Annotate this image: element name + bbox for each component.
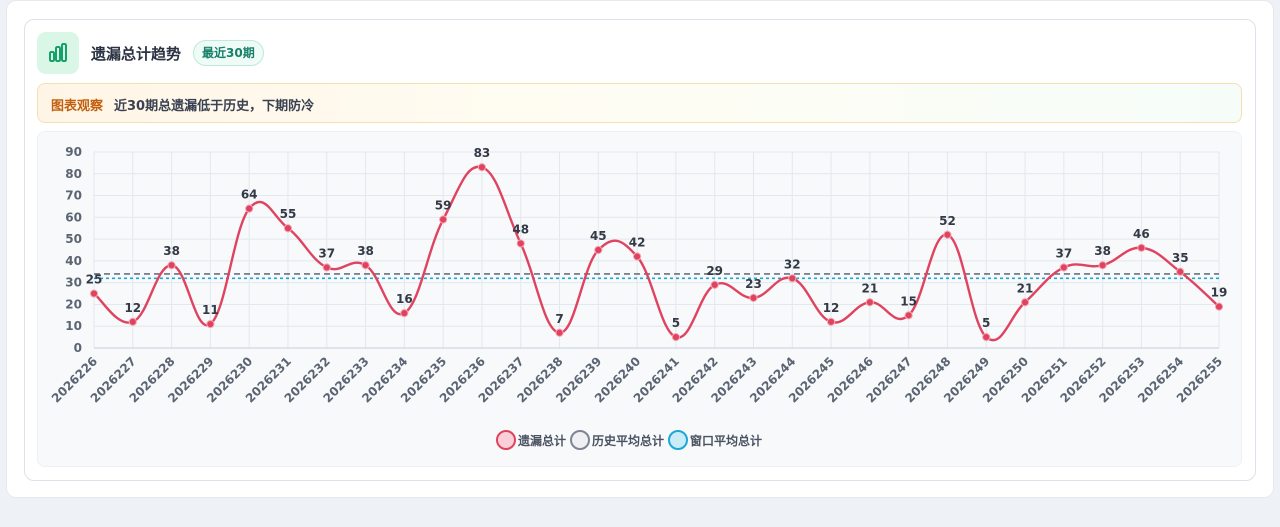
data-point bbox=[594, 245, 603, 255]
data-point bbox=[516, 239, 525, 248]
data-point bbox=[361, 261, 370, 270]
data-point bbox=[322, 263, 331, 272]
data-point bbox=[477, 163, 487, 172]
y-tick-label: 0 bbox=[74, 341, 82, 355]
data-label: 5 bbox=[672, 316, 680, 330]
data-point bbox=[555, 328, 564, 337]
data-label: 15 bbox=[900, 294, 917, 308]
legend-swatch bbox=[496, 430, 516, 450]
data-point bbox=[1020, 298, 1030, 307]
data-point bbox=[710, 280, 719, 289]
data-point bbox=[904, 311, 913, 320]
data-point bbox=[128, 317, 137, 326]
data-point bbox=[671, 333, 680, 342]
data-label: 46 bbox=[1133, 227, 1150, 241]
data-label: 7 bbox=[555, 312, 563, 326]
data-label: 16 bbox=[396, 292, 413, 306]
data-point bbox=[749, 293, 758, 303]
data-point bbox=[633, 252, 642, 261]
y-tick-label: 80 bbox=[65, 167, 82, 181]
data-label: 19 bbox=[1211, 286, 1228, 300]
legend-label: 窗口平均总计 bbox=[690, 433, 763, 448]
data-point bbox=[1137, 243, 1146, 252]
y-tick-label: 10 bbox=[65, 319, 82, 333]
data-label: 48 bbox=[512, 222, 529, 236]
observation-label: 图表观察 bbox=[51, 99, 104, 114]
data-point bbox=[1098, 261, 1107, 270]
data-label: 5 bbox=[982, 316, 990, 330]
data-label: 21 bbox=[862, 281, 879, 295]
data-label: 25 bbox=[86, 273, 103, 287]
data-label: 35 bbox=[1172, 251, 1189, 265]
data-point bbox=[788, 274, 797, 283]
y-tick-label: 20 bbox=[65, 297, 82, 311]
data-label: 23 bbox=[745, 277, 762, 291]
data-label: 55 bbox=[280, 207, 297, 221]
legend-swatch bbox=[570, 430, 591, 450]
data-label: 38 bbox=[163, 244, 180, 258]
data-label: 38 bbox=[1094, 244, 1111, 258]
legend-item[interactable]: 窗口平均总计 bbox=[668, 430, 762, 450]
data-label: 59 bbox=[435, 199, 452, 213]
chart-title: 遗漏总计趋势 bbox=[91, 45, 182, 63]
data-label: 12 bbox=[124, 301, 141, 315]
data-label: 52 bbox=[939, 214, 956, 228]
data-point bbox=[826, 317, 836, 326]
legend-label: 历史平均总计 bbox=[592, 433, 665, 448]
data-label: 29 bbox=[706, 264, 723, 278]
data-point bbox=[943, 230, 952, 239]
data-point bbox=[89, 289, 99, 298]
data-point bbox=[865, 298, 874, 307]
period-badge: 最近30期 bbox=[193, 40, 264, 66]
data-point bbox=[167, 261, 176, 270]
chart-legend: 遗漏总计 历史平均总计 窗口平均总计 bbox=[496, 428, 766, 452]
data-point bbox=[439, 215, 448, 224]
data-label: 64 bbox=[241, 188, 258, 202]
data-label: 21 bbox=[1017, 281, 1034, 295]
observation-banner: 图表观察 近30期总遗漏低于历史，下期防冷 bbox=[37, 83, 1242, 123]
y-tick-label: 40 bbox=[65, 254, 82, 268]
data-point bbox=[245, 204, 254, 213]
data-label: 11 bbox=[202, 303, 219, 317]
chart-panel bbox=[37, 131, 1242, 467]
y-tick-label: 60 bbox=[65, 210, 82, 224]
data-label: 42 bbox=[629, 236, 646, 250]
data-label: 37 bbox=[318, 246, 335, 260]
data-point bbox=[283, 224, 293, 233]
data-label: 12 bbox=[823, 301, 840, 315]
bar-chart-icon bbox=[37, 32, 79, 74]
data-label: 83 bbox=[474, 146, 491, 160]
data-label: 37 bbox=[1055, 246, 1072, 260]
y-tick-label: 50 bbox=[65, 232, 82, 246]
legend-item[interactable]: 遗漏总计 bbox=[496, 430, 566, 450]
y-tick-label: 30 bbox=[65, 276, 82, 290]
y-tick-label: 90 bbox=[65, 145, 82, 159]
legend-item[interactable]: 历史平均总计 bbox=[570, 430, 664, 450]
legend-swatch bbox=[668, 430, 689, 450]
data-point bbox=[206, 319, 215, 329]
data-label: 45 bbox=[590, 229, 607, 243]
missing-total-series-line bbox=[93, 165, 1220, 342]
y-tick-label: 70 bbox=[65, 189, 82, 203]
legend-label: 遗漏总计 bbox=[518, 433, 567, 448]
data-label: 32 bbox=[784, 257, 801, 271]
data-label: 38 bbox=[357, 244, 374, 258]
data-point bbox=[1176, 267, 1185, 276]
data-point bbox=[1214, 302, 1224, 311]
data-point bbox=[982, 333, 991, 342]
data-point bbox=[400, 309, 409, 318]
data-point bbox=[1059, 263, 1068, 272]
observation-text: 近30期总遗漏低于历史，下期防冷 bbox=[114, 99, 315, 114]
